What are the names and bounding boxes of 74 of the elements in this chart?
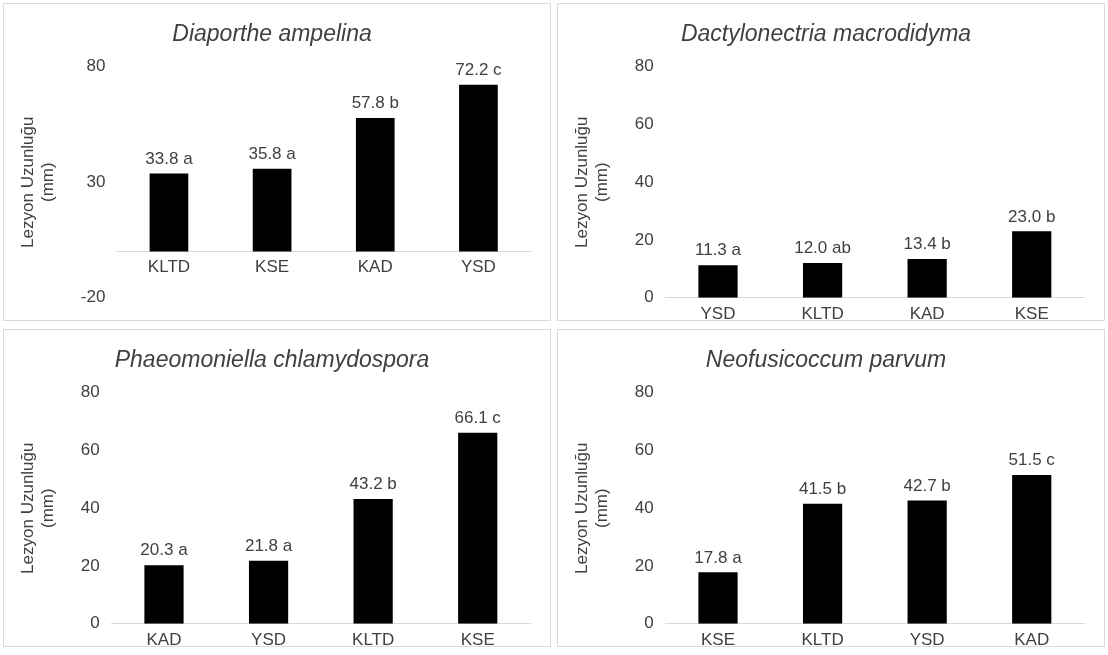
x-tick-label: KSE xyxy=(1014,303,1049,323)
x-tick-label: KAD xyxy=(909,303,945,323)
y-tick-label: 40 xyxy=(80,497,100,517)
y-tick-label: 80 xyxy=(86,56,106,76)
data-label: 41.5 b xyxy=(798,479,847,499)
y-axis-title: Lezyon Uzunluğu (mm) xyxy=(17,442,58,574)
x-tick-label: KAD xyxy=(146,629,182,649)
data-label: 51.5 c xyxy=(1008,450,1056,470)
bar xyxy=(907,500,947,624)
y-tick-label: 30 xyxy=(86,171,106,191)
data-label: 12.0 ab xyxy=(794,238,851,258)
y-axis-title: Lezyon Uzunluğu (mm) xyxy=(571,442,612,574)
bar xyxy=(698,265,738,298)
data-label: 72.2 c xyxy=(455,59,503,79)
data-label: 21.8 a xyxy=(244,535,293,555)
y-tick-label: 20 xyxy=(80,555,100,575)
bar xyxy=(252,168,292,252)
x-tick-label: KLTD xyxy=(801,629,844,649)
data-label: 66.1 c xyxy=(454,407,502,427)
chart-title: Diaporthe ampelina xyxy=(172,20,372,47)
data-label: 23.0 b xyxy=(1008,206,1056,226)
chart-title: Phaeomoniella chlamydospora xyxy=(114,346,430,373)
x-tick-label: YSD xyxy=(251,629,287,649)
data-label: 57.8 b xyxy=(351,93,399,113)
data-label: 42.7 b xyxy=(903,475,951,495)
bar xyxy=(353,498,393,624)
x-tick-label: KLTD xyxy=(801,303,844,323)
y-axis-title: Lezyon Uzunluğu (mm) xyxy=(17,116,58,248)
y-tick-label: 20 xyxy=(634,229,654,249)
chart-title: Dactylonectria macrodidyma xyxy=(680,20,972,47)
data-label: 43.2 b xyxy=(349,474,397,494)
y-tick-label: 0 xyxy=(644,613,654,633)
x-tick-label: KSE xyxy=(460,629,495,649)
bar xyxy=(248,560,289,624)
x-tick-label: YSD xyxy=(460,257,496,277)
bar xyxy=(1012,474,1052,624)
x-tick-label: YSD xyxy=(909,629,945,649)
y-tick-label: 60 xyxy=(634,440,654,460)
bar xyxy=(802,503,843,624)
bar xyxy=(149,173,189,252)
chart-title: Neofusicoccum parvum xyxy=(705,346,947,373)
y-tick-label: 80 xyxy=(634,382,654,402)
y-tick-label: 60 xyxy=(634,114,654,134)
bar xyxy=(144,565,184,624)
bar xyxy=(907,259,947,298)
y-tick-label: 80 xyxy=(634,56,654,76)
y-tick-label: -20 xyxy=(80,287,106,307)
y-axis-title: Lezyon Uzunluğu (mm) xyxy=(571,116,612,248)
x-tick-label: KAD xyxy=(1014,629,1050,649)
bar xyxy=(698,572,738,624)
y-tick-label: 20 xyxy=(634,555,654,575)
data-label: 13.4 b xyxy=(903,234,951,254)
y-tick-label: 40 xyxy=(634,171,654,191)
bar xyxy=(355,117,395,252)
x-tick-label: YSD xyxy=(700,303,736,323)
data-label: 17.8 a xyxy=(694,547,743,567)
y-tick-label: 0 xyxy=(644,287,654,307)
x-tick-label: KSE xyxy=(255,257,290,277)
data-label: 20.3 a xyxy=(140,540,189,560)
data-label: 11.3 a xyxy=(694,240,742,260)
y-tick-label: 0 xyxy=(90,613,100,633)
bar xyxy=(802,263,843,298)
data-label: 33.8 a xyxy=(145,148,194,168)
x-tick-label: KLTD xyxy=(352,629,395,649)
y-tick-label: 60 xyxy=(80,440,100,460)
bar xyxy=(1012,231,1052,298)
x-tick-label: KSE xyxy=(700,629,736,649)
y-tick-label: 80 xyxy=(80,382,100,402)
data-label: 35.8 a xyxy=(248,143,297,163)
x-tick-label: KAD xyxy=(357,257,393,277)
bar xyxy=(459,84,498,252)
x-tick-label: KLTD xyxy=(147,257,191,277)
y-tick-label: 40 xyxy=(634,497,654,517)
bar xyxy=(458,432,498,624)
